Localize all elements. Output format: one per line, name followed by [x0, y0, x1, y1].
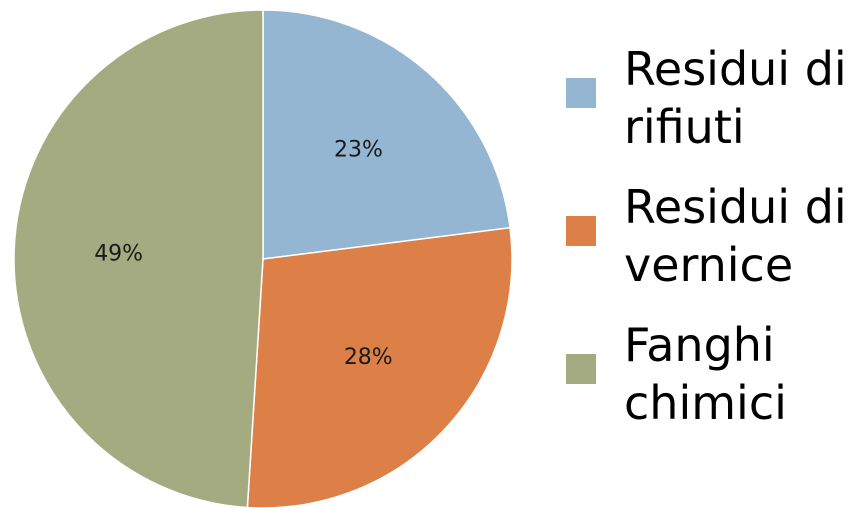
slice-data-label: 23% — [334, 138, 383, 163]
legend: Residui di rifiuti Residui di vernice Fa… — [566, 40, 848, 454]
slice-data-label: 28% — [344, 345, 393, 370]
legend-swatch — [566, 78, 596, 108]
legend-item-residui-vernice: Residui di vernice — [566, 178, 848, 294]
pie-slices — [13, 9, 513, 508]
legend-label: Residui di rifiuti — [624, 42, 847, 154]
legend-item-fanghi-chimici: Fanghi chimici — [566, 316, 848, 432]
legend-label: Residui di vernice — [624, 180, 847, 292]
pie-chart: 23% 28% 49% — [13, 9, 513, 508]
pie-labels: 23% 28% 49% — [94, 138, 393, 370]
legend-swatch — [566, 216, 596, 246]
pie-slice-1 — [246, 226, 513, 508]
slice-data-label: 49% — [94, 241, 143, 266]
legend-label: Fanghi chimici — [624, 318, 787, 430]
pie-slice-0 — [262, 9, 511, 260]
legend-swatch — [566, 354, 596, 384]
legend-item-residui-rifiuti: Residui di rifiuti — [566, 40, 848, 156]
pie-slice-2 — [13, 9, 264, 508]
